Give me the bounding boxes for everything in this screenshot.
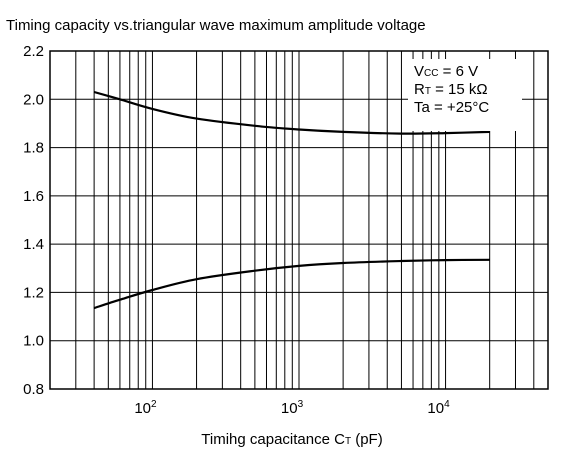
x-tick-labels: 102 103 104	[134, 399, 450, 417]
x-tick-label: 103	[281, 399, 304, 417]
x-axis-label: Timihg capacitance CT (pF)	[201, 431, 382, 448]
series-line-2	[93, 258, 490, 310]
chart-title: Timing capacity vs.triangular wave maxim…	[6, 17, 426, 34]
y-tick-label: 2.2	[23, 43, 44, 60]
x-tick-label: 102	[134, 399, 157, 417]
y-tick-label: 1.4	[23, 236, 44, 253]
y-tick-labels: 0.8 1.0 1.2 1.4 1.6 1.8 2.0 2.2	[23, 43, 44, 398]
series-line-1	[93, 90, 490, 135]
y-tick-label: 1.6	[23, 188, 44, 205]
y-tick-label: 0.8	[23, 381, 44, 398]
annotation-line: VCC = 6 V	[414, 63, 478, 80]
y-tick-label: 1.2	[23, 284, 44, 301]
y-tick-label: 1.8	[23, 140, 44, 157]
annotation-box	[408, 59, 522, 131]
y-tick-label: 1.0	[23, 333, 44, 350]
y-tick-label: 2.0	[23, 91, 44, 108]
x-tick-label: 104	[427, 399, 450, 417]
annotation-line: Ta = +25°C	[414, 99, 489, 116]
annotation-line: RT = 15 kΩ	[414, 81, 488, 98]
plot-frame	[49, 50, 549, 390]
series-group	[93, 90, 490, 310]
